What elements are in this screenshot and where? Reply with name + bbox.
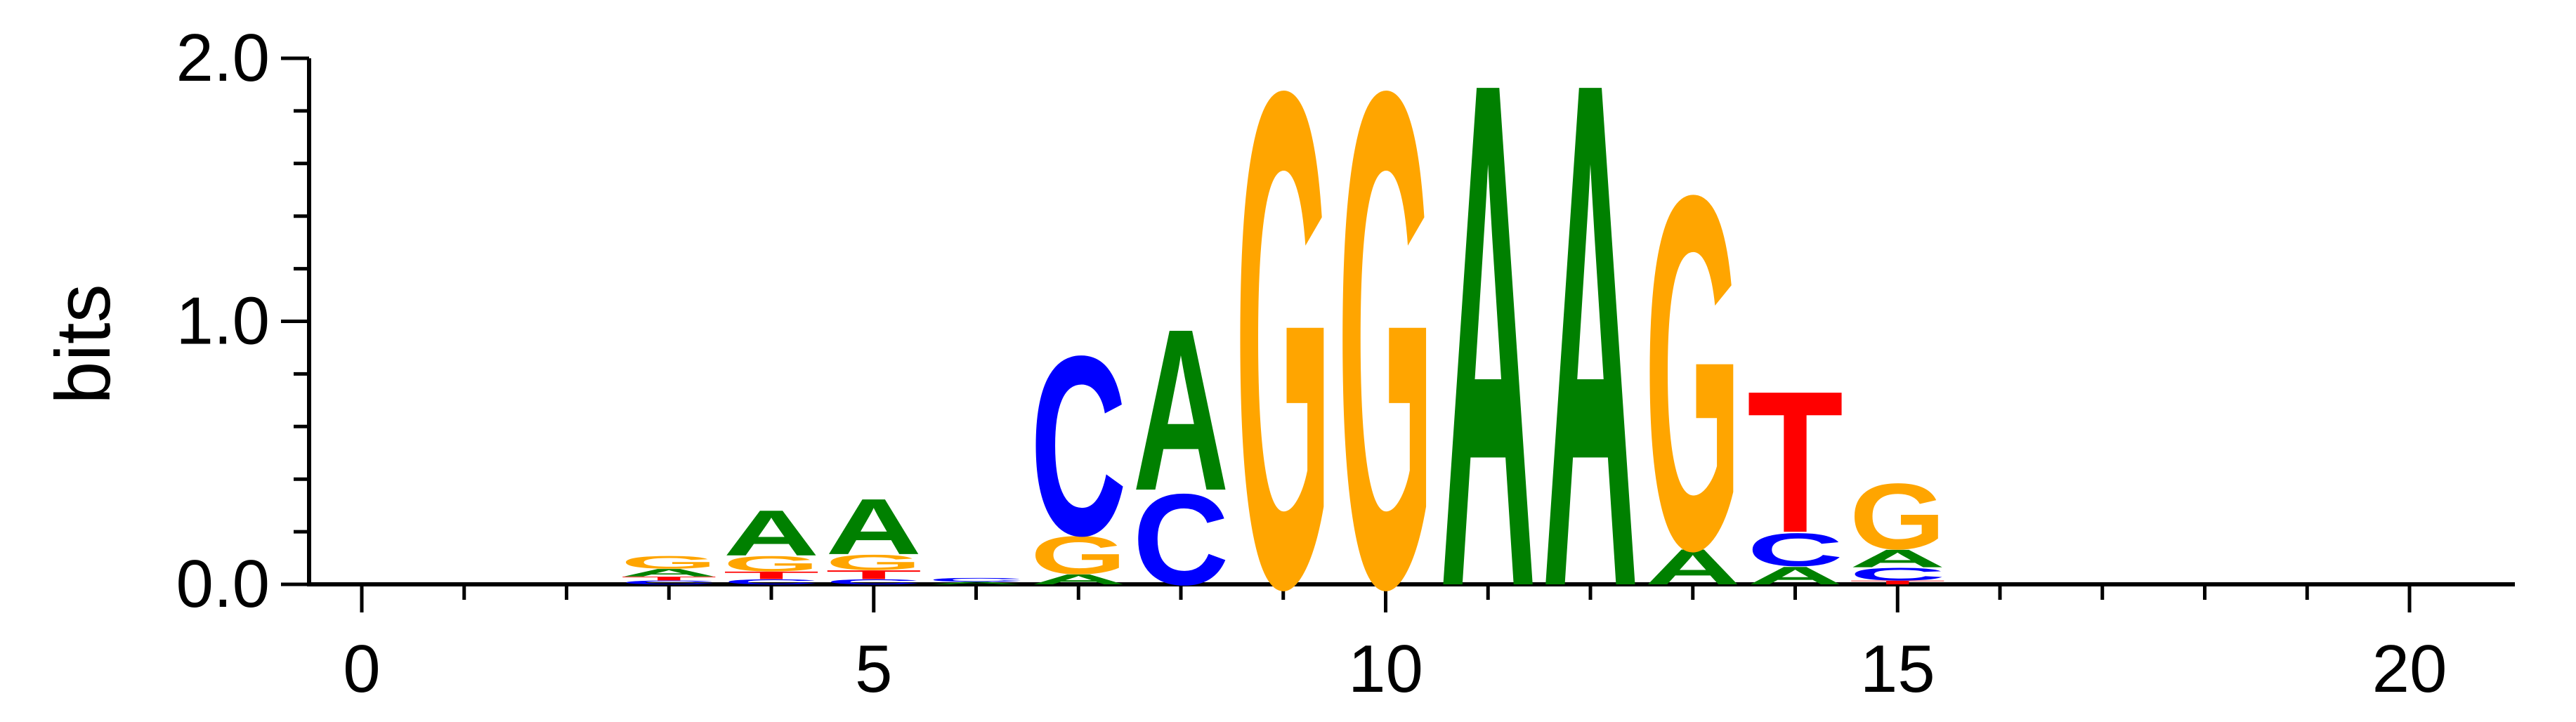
logo-letter-G-pos-5: G (825, 551, 922, 575)
logo-letter-A-pos-14: A (1747, 561, 1843, 589)
y-tick-label: 1.0 (176, 284, 270, 359)
x-tick-label: 15 (1860, 631, 1935, 707)
logo-letter-C-pos-5: C (825, 578, 922, 586)
logo-letter-G-pos-4: G (723, 551, 819, 575)
y-tick-label: 2.0 (176, 20, 270, 96)
logo-letter-A-pos-13: A (1645, 539, 1741, 595)
logo-letter-G-pos-13: G (1645, 90, 1741, 655)
logo-letter-C-pos-14: C (1747, 524, 1843, 577)
logo-letter-T-pos-14: T (1747, 349, 1843, 575)
logo-letter-A-pos-15: A (1850, 544, 1946, 572)
logo-letter-A-pos-8: A (1132, 281, 1229, 539)
x-axis-ticks: 0 5 10 15 20 (343, 584, 2447, 707)
x-tick-label: 0 (343, 631, 380, 707)
x-tick-label: 5 (855, 631, 892, 707)
logo-letter-A-pos-12: A (1542, 0, 1638, 722)
logo-letter-G-pos-7: G (1031, 525, 1127, 585)
logo-letter-T-pos-5: T (825, 567, 922, 582)
y-axis-label: bits (40, 284, 126, 404)
y-tick-label: 0.0 (176, 546, 270, 622)
logo-letter-C-pos-3: C (621, 579, 717, 586)
logo-letter-A-pos-6: A (928, 581, 1024, 585)
logo-letter-A-pos-5: A (825, 483, 922, 572)
x-tick-label: 20 (2372, 631, 2447, 707)
logo-letter-C-pos-4: C (723, 578, 819, 586)
logo-letter-A-pos-4: A (723, 497, 819, 569)
logo-letter-G-pos-15: G (1850, 465, 1946, 570)
logo-letter-C-pos-7: C (1031, 303, 1127, 589)
y-axis-ticks: 0.0 1.0 2.0 (176, 20, 309, 622)
logo-letter-G-pos-9: G (1235, 0, 1331, 722)
logo-letter-T-pos-3: T (621, 575, 717, 582)
logo-letter-A-pos-11: A (1440, 0, 1536, 722)
x-tick-label: 10 (1348, 631, 1423, 707)
logo-letter-A-pos-7: A (1031, 571, 1127, 587)
logo-letter-T-pos-15: T (1850, 579, 1946, 586)
logo-letter-T-pos-4: T (723, 570, 819, 582)
logo-letter-A-pos-3: A (621, 567, 717, 579)
logo-letter-C-pos-15: C (1850, 564, 1946, 584)
logo-letter-C-pos-6: C (928, 577, 1024, 583)
logo-letter-G-pos-10: G (1338, 0, 1434, 722)
logo-letter-C-pos-8: C (1132, 466, 1229, 612)
logo-letter-G-pos-3: G (621, 552, 717, 572)
